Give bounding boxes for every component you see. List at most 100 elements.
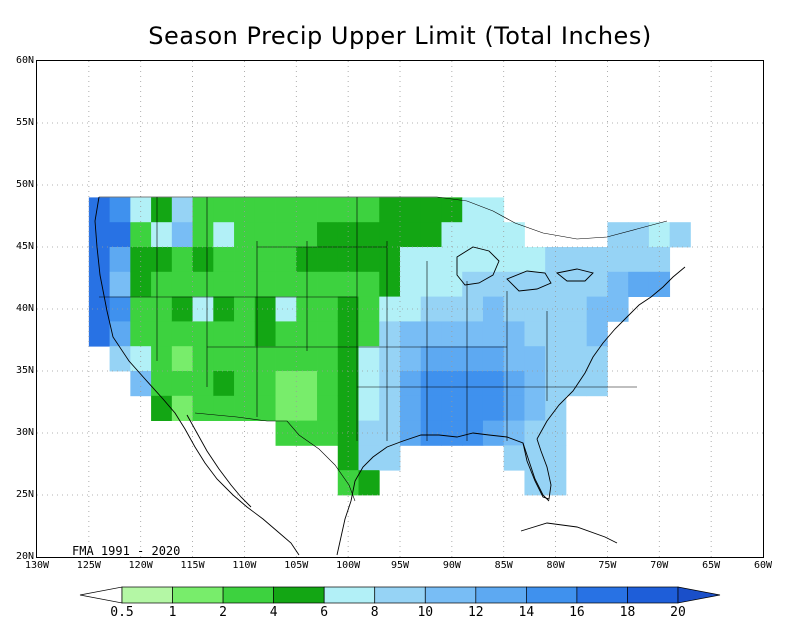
legend-tick-label: 0.5 [110,605,134,620]
precip-cell [337,271,359,297]
precip-cell [420,222,442,248]
precip-cell [88,296,110,322]
precip-cell [358,371,380,397]
precip-cell [524,420,546,446]
precip-cell [503,222,525,248]
precip-cell [337,371,359,397]
precip-cell [275,346,297,372]
precip-cell [586,271,608,297]
legend-swatch [576,586,628,604]
longitude-tick-label: 95W [390,560,410,571]
precip-cell [524,296,546,322]
precip-cell [669,222,691,248]
precip-cell [171,222,193,248]
legend-swatch [121,586,173,604]
precip-cell [275,296,297,322]
precip-cell [151,197,173,223]
precip-cell [524,371,546,397]
precip-cell [400,271,422,297]
precip-cell [358,197,380,223]
precip-cell [171,321,193,347]
precip-cell [317,197,339,223]
precip-cell [524,321,546,347]
legend-tick-label: 6 [320,605,329,620]
precip-cell [254,197,276,223]
precip-cell [545,346,567,372]
precip-cell [151,271,173,297]
precip-cell [565,296,588,322]
legend-swatch [273,586,325,604]
precip-cell [151,321,173,347]
precip-cell [607,247,629,273]
precip-cell [503,346,525,372]
precip-cell [234,197,256,223]
state-borders [99,196,668,502]
precip-cell [171,395,193,421]
precip-cell [462,197,484,223]
precip-cell [420,247,442,273]
precip-cell [275,271,297,297]
precip-cell [109,346,131,372]
precip-cell [192,321,214,347]
precip-cell [462,321,484,347]
legend-swatch [475,586,527,604]
precip-cell [275,197,297,223]
precip-cell [565,346,588,372]
precip-cell [317,371,339,397]
legend-swatch [526,586,578,604]
precip-cell [317,346,339,372]
precip-cell [628,247,650,273]
precip-cell [88,197,110,223]
precip-cell [358,271,380,297]
precip-cell [358,247,380,273]
precip-cell [358,321,380,347]
precip-cell [358,222,380,248]
longitude-tick-label: 90W [442,560,461,571]
precip-cell [379,321,401,347]
legend-swatch [79,586,123,604]
precip-cell [88,271,110,297]
precip-cell [441,395,463,421]
precip-cell [545,420,567,446]
precip-cell [130,247,152,273]
precip-cell [171,247,193,273]
precip-cell [420,271,442,297]
precip-cell [151,296,173,322]
precip-cell [524,470,546,496]
precip-cell [503,395,525,421]
precip-cell [109,247,131,273]
legend-swatch [374,586,426,604]
baja-peninsula [186,414,252,508]
precip-cell [358,445,380,471]
precip-cell [275,420,297,446]
mexico-east-coast [336,500,352,556]
precip-cell [482,321,505,347]
precip-cell [648,222,671,248]
precip-cell [337,395,359,421]
legend-tick-label: 1 [168,605,177,620]
precip-cell [545,271,567,297]
precip-cell [400,395,422,421]
precip-cell [400,296,422,322]
precip-cell [586,371,608,397]
precip-cell [400,420,422,446]
precip-cell [130,296,152,322]
precip-cell [379,395,401,421]
precip-cell [234,321,256,347]
precip-cell [462,222,484,248]
longitude-tick-label: 120W [128,560,153,571]
precip-cell [441,197,463,223]
precip-cell [192,222,214,248]
latitude-tick-label: 20N [15,551,34,562]
precip-cell [628,271,650,297]
precip-cell [130,346,152,372]
precip-cell [420,395,442,421]
longitude-tick-label: 60W [753,560,773,571]
precip-cell [171,271,193,297]
legend-swatch [323,586,376,604]
precip-cell [379,346,401,372]
precip-cell [192,395,214,421]
precip-cell [400,346,422,372]
precip-cell [545,247,567,273]
precip-cell [420,371,442,397]
